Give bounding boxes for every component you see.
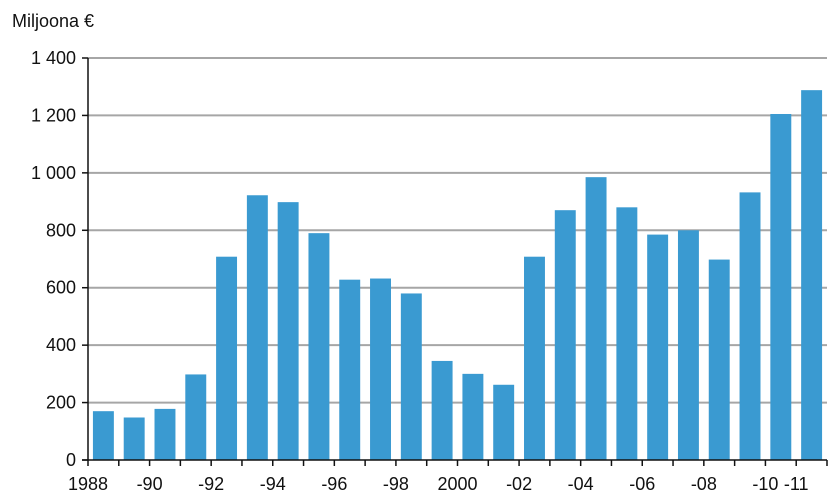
grid-lines [88,57,827,404]
x-tick-label: -96 [321,474,347,494]
bar-2001 [493,384,515,460]
bar-1995 [308,233,330,460]
bar-1999 [431,360,453,460]
bar-1989 [123,417,145,460]
bars [92,90,823,461]
bar-1988 [92,411,114,460]
x-tick-label: -11 [784,474,809,494]
unit-label: Miljoona € [12,11,94,31]
y-tick-label: 800 [46,220,76,240]
bar-2009 [739,192,761,460]
y-tick-label: 400 [46,335,76,355]
x-tick-label: -10 [752,474,778,494]
x-tick-label: -02 [506,474,532,494]
y-tick-label: 0 [66,450,76,470]
bar-1991 [185,374,207,460]
bar-1997 [370,278,391,460]
x-tick-labels: 1988 -90 -92 -94 -96 -98 2000 -02 -04 -06 -08 -10 -1… [68,474,809,494]
bar-2000 [462,373,484,460]
bar-1990 [154,408,176,460]
y-tick-label: 1 000 [31,163,76,183]
y-tick-label: 1 400 [31,48,76,68]
y-tick-label: 200 [46,393,76,413]
bar-1992 [216,256,238,460]
x-tick-label: -98 [383,474,409,494]
x-tick-label: 2000 [437,474,477,494]
x-tick-label: -94 [260,474,286,494]
x-tick-label: -04 [568,474,594,494]
x-tick-label: -06 [629,474,655,494]
bar-1993 [246,195,268,461]
axes [82,57,828,466]
y-tick-labels: 0 200 400 600 800 1 000 1 200 1 400 [31,48,76,470]
bar-2004 [585,177,607,460]
bar-2011 [801,90,823,460]
bar-2010 [770,113,792,460]
x-tick-label: -90 [137,474,163,494]
x-tick-label: -92 [198,474,224,494]
bar-2002 [524,256,545,460]
bar-2003 [554,210,576,460]
x-tick-label: -08 [691,474,717,494]
x-tick-label: 1988 [68,474,108,494]
bar-1994 [277,202,299,460]
bar-1998 [400,293,422,460]
bar-2006 [647,234,669,460]
bar-2008 [708,259,730,460]
bar-2007 [677,230,699,460]
y-tick-label: 1 200 [31,105,76,125]
bar-2005 [616,207,638,460]
y-tick-label: 600 [46,278,76,298]
bar-1996 [339,279,361,460]
